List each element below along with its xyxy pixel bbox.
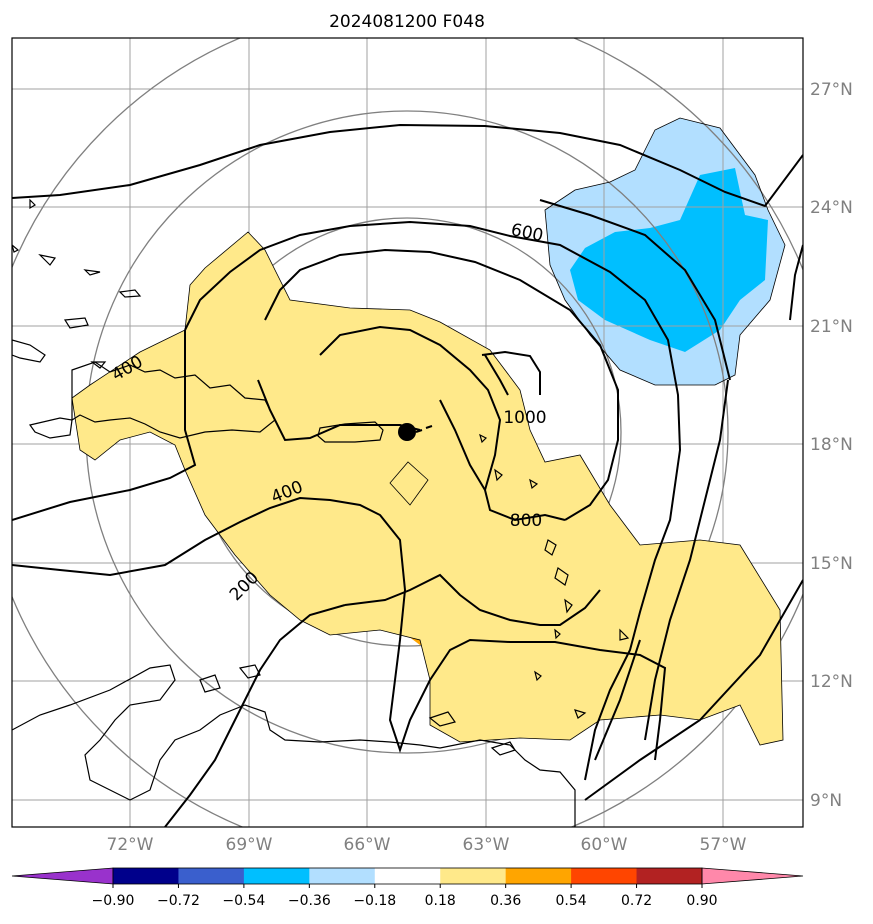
colorbar-tick-label: −0.18: [353, 893, 396, 909]
colorbar-tick-label: 0.72: [621, 893, 652, 909]
contour-800: [319, 325, 566, 522]
contour-1000: [484, 354, 509, 396]
colorbar-segment: [571, 868, 638, 884]
lat-label-24: 24°N: [810, 198, 853, 218]
longitude-labels: 72°W 69°W 66°W 63°W 60°W 57°W: [107, 835, 747, 855]
colorbar-segment: [243, 868, 310, 884]
colorbar-tick-label: −0.72: [157, 893, 200, 909]
colorbar-segment: [636, 868, 703, 884]
contour-inner-ring: [264, 248, 619, 521]
storm-center-dot: [398, 423, 416, 441]
latitude-labels: 27°N 24°N 21°N 18°N 15°N 12°N 9°N: [810, 80, 853, 811]
lon-label-72: 72°W: [107, 835, 154, 855]
contour-200-south: [164, 604, 346, 827]
colorbar-tick-label: 0.36: [490, 893, 521, 909]
coastlines: [12, 198, 630, 827]
colorbar-tick-label: −0.36: [288, 893, 331, 909]
lon-label-60: 60°W: [581, 835, 628, 855]
lon-label-69: 69°W: [226, 835, 273, 855]
storm-track: [415, 425, 433, 433]
shade-outlines: [71, 117, 786, 746]
contour-label-1000: 1000: [503, 408, 546, 428]
lon-label-63: 63°W: [463, 835, 510, 855]
coast-puerto-rico: [317, 421, 384, 443]
lat-label-21: 21°N: [810, 317, 853, 337]
height-contours: [12, 123, 803, 827]
contour-label-800: 800: [510, 511, 542, 531]
colorbar-tick-label: 0.18: [425, 893, 456, 909]
map-title: 2024081200 F048: [329, 12, 485, 32]
colorbar-segment: [505, 868, 572, 884]
contour-400-left: [12, 330, 197, 521]
colorbar-segment: [440, 868, 507, 884]
coast-south-america: [12, 664, 576, 827]
colorbar-extend-high: [701, 867, 804, 885]
lat-label-15: 15°N: [810, 554, 853, 574]
colorbar-tick-label: −0.54: [222, 893, 265, 909]
colorbar-frame: [112, 867, 703, 885]
colorbar-tick-label: 0.54: [556, 893, 587, 909]
colorbar-segment: [374, 868, 441, 884]
contour-600-outer: [184, 220, 682, 781]
contour-400-south: [12, 496, 667, 761]
colorbar-segment: [309, 868, 376, 884]
graticule: [12, 38, 803, 827]
colorbar-segment: [113, 868, 179, 884]
lat-label-27: 27°N: [810, 80, 853, 100]
map-area: 600 400 1000 400 800 200: [12, 38, 803, 827]
negative-anomaly-blue: [570, 168, 768, 352]
lat-label-12: 12°N: [810, 672, 853, 692]
contour-200-north: [12, 123, 803, 208]
lon-label-57: 57°W: [700, 835, 747, 855]
colorbar-extend-low: [11, 867, 114, 885]
colorbar-tick-label: −0.90: [92, 893, 135, 909]
lat-label-9: 9°N: [810, 791, 842, 811]
colorbar-segment: [178, 868, 245, 884]
map-frame: [11, 37, 804, 828]
lat-label-18: 18°N: [810, 435, 853, 455]
lon-label-66: 66°W: [344, 835, 391, 855]
colorbar-tick-label: 0.90: [686, 893, 717, 909]
colorbar: −0.90 −0.72 −0.54 −0.36 −0.18 0.18 0.36 0.54 0.7…: [11, 867, 804, 909]
